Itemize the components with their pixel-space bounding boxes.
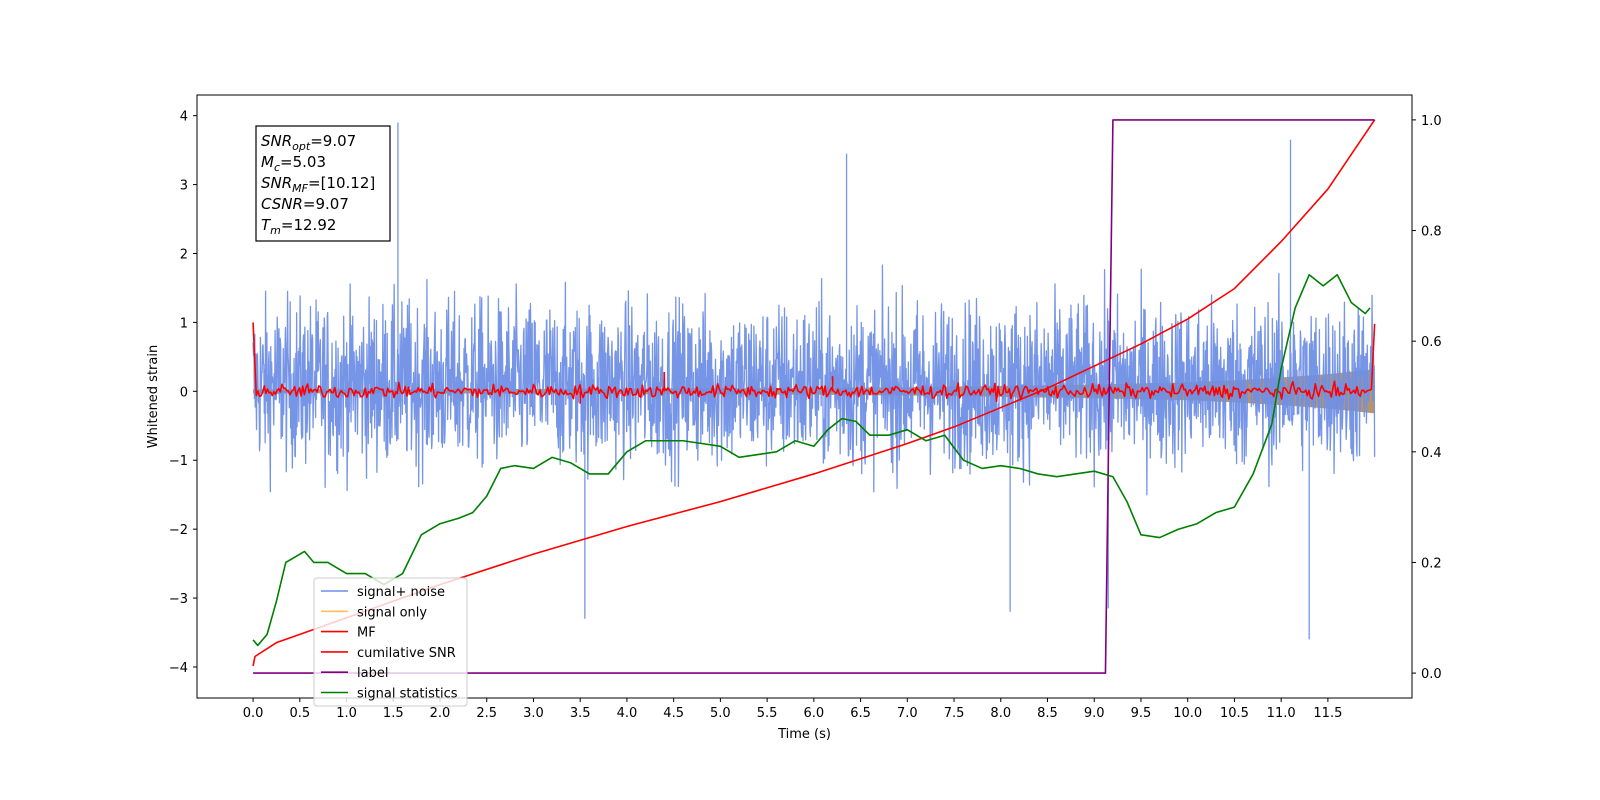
legend-label: cumilative SNR [357,646,456,661]
y-tick-label: 3 [180,179,188,194]
y-tick-label: −1 [169,454,188,469]
y-right-tick-label: 0.6 [1421,335,1442,350]
y-axis-left-ticks: 4 3 2 1 0 −1 −2 −3 −4 [169,110,197,676]
annotation-box: SNRopt=9.07Mc=5.03SNRMF=[10.12]CSNR=9.07… [255,125,391,242]
x-tick-label: 8.0 [990,706,1011,721]
x-tick-label: 4.5 [663,706,684,721]
signal-noise-layer [252,122,1376,640]
legend-label: signal+ noise [357,585,445,600]
y-tick-label: −2 [169,523,188,538]
x-tick-label: 5.5 [757,706,778,721]
x-axis-label: Time (s) [777,727,831,742]
x-tick-label: 3.5 [570,706,591,721]
x-axis-ticks: 0.0 0.5 1.0 1.5 2.0 2.5 3.0 3.5 4.0 4.5 5.0 5.5 6.0 6… [243,698,1342,721]
y-tick-label: 1 [180,316,188,331]
x-tick-label: 8.5 [1037,706,1058,721]
x-tick-label: 1.0 [336,706,357,721]
y-tick-label: −3 [169,592,188,607]
label-line [253,119,1375,674]
y-axis-right-ticks: 1.0 0.8 0.6 0.4 0.2 0.0 [1412,114,1442,682]
x-tick-label: 7.5 [944,706,965,721]
annotation-line: SNRopt=9.07 [261,132,356,153]
y-right-tick-label: 0.2 [1421,556,1442,571]
y-axis-label: Whitened strain [146,345,161,448]
x-tick-label: 0.0 [243,706,264,721]
y-right-tick-label: 0.4 [1421,446,1442,461]
x-tick-label: 2.0 [430,706,451,721]
y-tick-label: 2 [180,248,188,263]
x-tick-label: 9.5 [1131,706,1152,721]
x-tick-label: 6.0 [804,706,825,721]
mf-layer [252,322,1376,404]
x-tick-label: 3.0 [523,706,544,721]
signal-noise-line [252,122,1376,640]
y-tick-label: −4 [169,661,188,676]
annotation-line: CSNR=9.07 [261,195,349,213]
x-tick-label: 2.5 [476,706,497,721]
x-tick-label: 10.0 [1173,706,1202,721]
annotation-line: Mc=5.03 [261,153,326,174]
legend-label: signal statistics [357,687,458,702]
mf-line [252,322,1376,403]
y-tick-label: 4 [180,110,188,125]
x-tick-label: 0.5 [289,706,310,721]
legend-label: MF [357,626,376,641]
y-right-tick-label: 0.8 [1421,225,1442,240]
legend-label: label [357,666,388,681]
x-tick-label: 5.0 [710,706,731,721]
y-tick-label: 0 [180,385,188,400]
x-tick-label: 9.0 [1084,706,1105,721]
x-tick-label: 4.0 [617,706,638,721]
legend: signal+ noise signal only MF cumilative SNR… [313,577,468,707]
signal-only-envelope [253,369,1375,414]
x-tick-label: 7.0 [897,706,918,721]
x-tick-label: 11.0 [1267,706,1296,721]
axes-frame [196,94,1413,699]
x-tick-label: 1.5 [383,706,404,721]
legend-label: signal only [357,605,427,620]
annotation-line: SNRMF=[10.12] [261,174,375,195]
y-right-tick-label: 0.0 [1421,667,1442,682]
annotation-line: Tm=12.92 [261,216,336,237]
signal-envelope-layer [253,369,1375,414]
annotation-frame [255,125,391,242]
legend-frame [313,577,468,707]
x-tick-label: 6.5 [850,706,871,721]
y-right-tick-label: 1.0 [1421,114,1442,129]
x-tick-label: 10.5 [1220,706,1249,721]
x-tick-label: 11.5 [1313,706,1342,721]
